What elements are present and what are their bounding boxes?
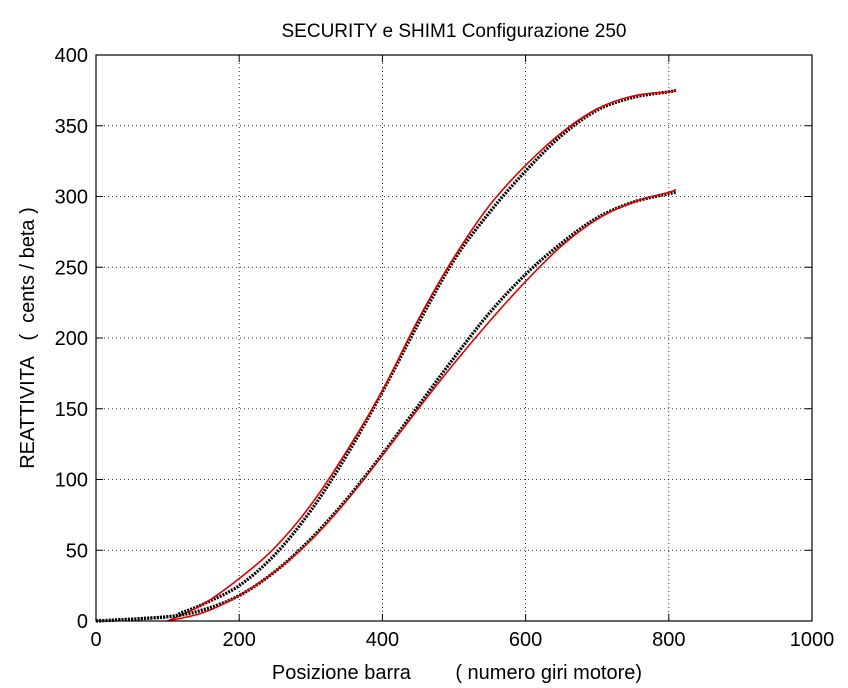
- y-tick-label: 0: [77, 611, 88, 633]
- x-axis-label: Posizione barra ( numero giri motore): [272, 662, 642, 684]
- y-tick-label: 150: [55, 399, 88, 421]
- tick-labels: 0 200 400 600 800 1000 0 50 100 150 200 250 300 350 40…: [55, 45, 835, 651]
- x-tick-label: 400: [366, 629, 399, 651]
- x-tick-label: 800: [652, 629, 685, 651]
- grid: [96, 55, 812, 621]
- y-axis-label: REATTIVITA ( cents / beta ): [17, 207, 39, 469]
- y-tick-label: 300: [55, 187, 88, 209]
- ticks: [95, 54, 813, 622]
- y-tick-label: 350: [55, 116, 88, 138]
- y-tick-label: 50: [66, 540, 88, 562]
- series-4-line: [167, 188, 677, 622]
- series-3-line: [95, 190, 677, 623]
- x-tick-label: 0: [90, 629, 101, 651]
- chart-title: SECURITY e SHIM1 Configurazione 250: [282, 21, 627, 42]
- series-line-measured: [95, 190, 677, 623]
- series-line-fit: [167, 89, 677, 622]
- y-tick-label: 200: [55, 328, 88, 350]
- x-tick-label: 1000: [790, 629, 835, 651]
- x-tick-label: 200: [223, 629, 256, 651]
- y-tick-label: 250: [55, 257, 88, 279]
- x-tick-label: 600: [509, 629, 542, 651]
- y-tick-label: 100: [55, 470, 88, 492]
- series-layer: [95, 88, 677, 623]
- y-tick-label: 400: [55, 45, 88, 67]
- series-line-fit: [167, 188, 677, 622]
- series-2-line: [167, 89, 677, 622]
